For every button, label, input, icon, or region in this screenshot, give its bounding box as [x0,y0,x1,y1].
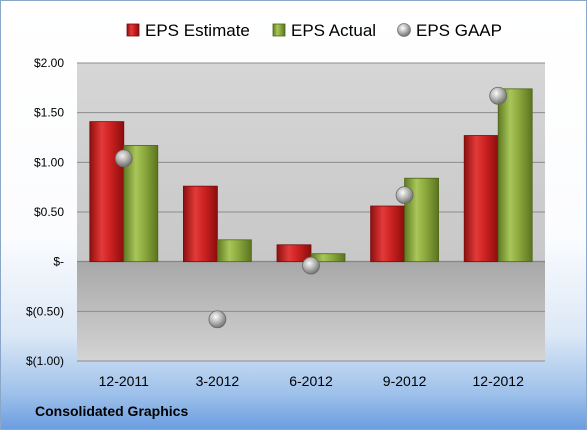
bar-eps-estimate [182,185,218,263]
y-axis-labels: $2.00 $1.50 $1.00 $0.50 $- $(0.50) $(1.00) [26,56,64,368]
marker-eps-gaap [489,86,508,105]
bar-eps-actual [404,177,440,263]
x-tick-label: 3-2012 [196,373,240,389]
y-tick-label: $(0.50) [26,304,64,318]
x-tick-label: 9-2012 [383,373,427,389]
x-tick-label: 12-2011 [99,373,150,389]
bar-eps-estimate [276,244,312,263]
x-tick-label: 6-2012 [289,373,333,389]
marker-eps-gaap [395,186,414,205]
legend-swatch [397,23,411,37]
bar-eps-estimate [370,205,406,263]
x-tick-label: 12-2012 [473,373,525,389]
legend-label: EPS Actual [291,21,376,40]
bar-eps-estimate [89,121,125,263]
legend-swatch [126,23,140,37]
y-tick-label: $(1.00) [26,354,64,368]
legend: EPS Estimate EPS Actual EPS GAAP [126,21,502,40]
legend-label: EPS Estimate [145,21,250,40]
company-name: Consolidated Graphics [35,403,189,419]
marker-eps-gaap [302,256,320,275]
gaap-markers [114,86,508,329]
x-axis-labels: 12-2011 3-2012 6-2012 9-2012 12-2012 [99,373,524,389]
legend-swatch [272,23,286,37]
bar-eps-actual [497,88,533,263]
y-tick-label: $1.50 [34,106,64,120]
bars [89,88,533,263]
bar-eps-estimate [463,135,499,263]
legend-label: EPS GAAP [416,21,502,40]
bar-eps-actual [216,239,252,263]
y-tick-label: $- [53,255,64,269]
marker-eps-gaap [114,149,133,168]
y-tick-label: $2.00 [34,56,64,70]
y-tick-label: $0.50 [34,205,64,219]
y-tick-label: $1.00 [34,155,64,169]
marker-eps-gaap [208,310,227,329]
